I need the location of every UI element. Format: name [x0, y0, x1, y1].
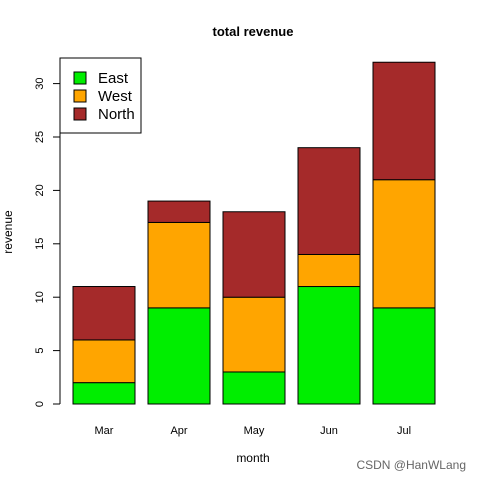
bar-east-mar — [72, 382, 136, 405]
bar-north-may — [222, 211, 286, 298]
bar-north-mar — [72, 286, 136, 341]
legend-label-east: East — [98, 70, 129, 87]
bars-layer — [72, 61, 436, 405]
x-tick-label: Jun — [320, 425, 338, 437]
bar-north-jun — [297, 147, 361, 255]
legend-label-north: North — [98, 106, 135, 123]
bar-east-may — [222, 371, 286, 405]
x-axis-label: month — [236, 451, 269, 465]
x-tick-label: Mar — [95, 425, 114, 437]
y-tick-label: 0 — [34, 401, 46, 407]
y-axis: 0 5 10 15 20 25 30 — [34, 77, 61, 407]
bar-west-jun — [297, 253, 361, 288]
bar-west-may — [222, 296, 286, 373]
legend-swatch-east — [73, 71, 87, 85]
y-tick-label: 5 — [34, 348, 46, 354]
bar-east-apr — [147, 307, 211, 405]
y-axis-label: revenue — [1, 210, 15, 254]
x-tick-label: Apr — [170, 425, 187, 437]
bar-north-jul — [372, 61, 436, 181]
bar-west-mar — [72, 339, 136, 384]
watermark-text: CSDN @HanWLang — [356, 458, 466, 472]
x-tick-label: Jul — [397, 425, 411, 437]
bar-west-apr — [147, 221, 211, 309]
y-tick-label: 30 — [34, 77, 46, 89]
y-tick-label: 10 — [34, 291, 46, 303]
y-tick-label: 25 — [34, 131, 46, 143]
bar-east-jul — [372, 307, 436, 405]
legend-label-west: West — [98, 88, 133, 105]
legend-swatch-west — [73, 89, 87, 103]
x-axis: Mar Apr May Jun Jul — [95, 425, 412, 437]
y-tick-label: 20 — [34, 184, 46, 196]
bar-north-apr — [147, 200, 211, 223]
bar-east-jun — [297, 286, 361, 405]
legend-swatch-north — [73, 107, 87, 121]
chart-title: total revenue — [213, 24, 294, 39]
bar-west-jul — [372, 179, 436, 309]
y-tick-label: 15 — [34, 238, 46, 250]
x-tick-label: May — [244, 425, 265, 437]
